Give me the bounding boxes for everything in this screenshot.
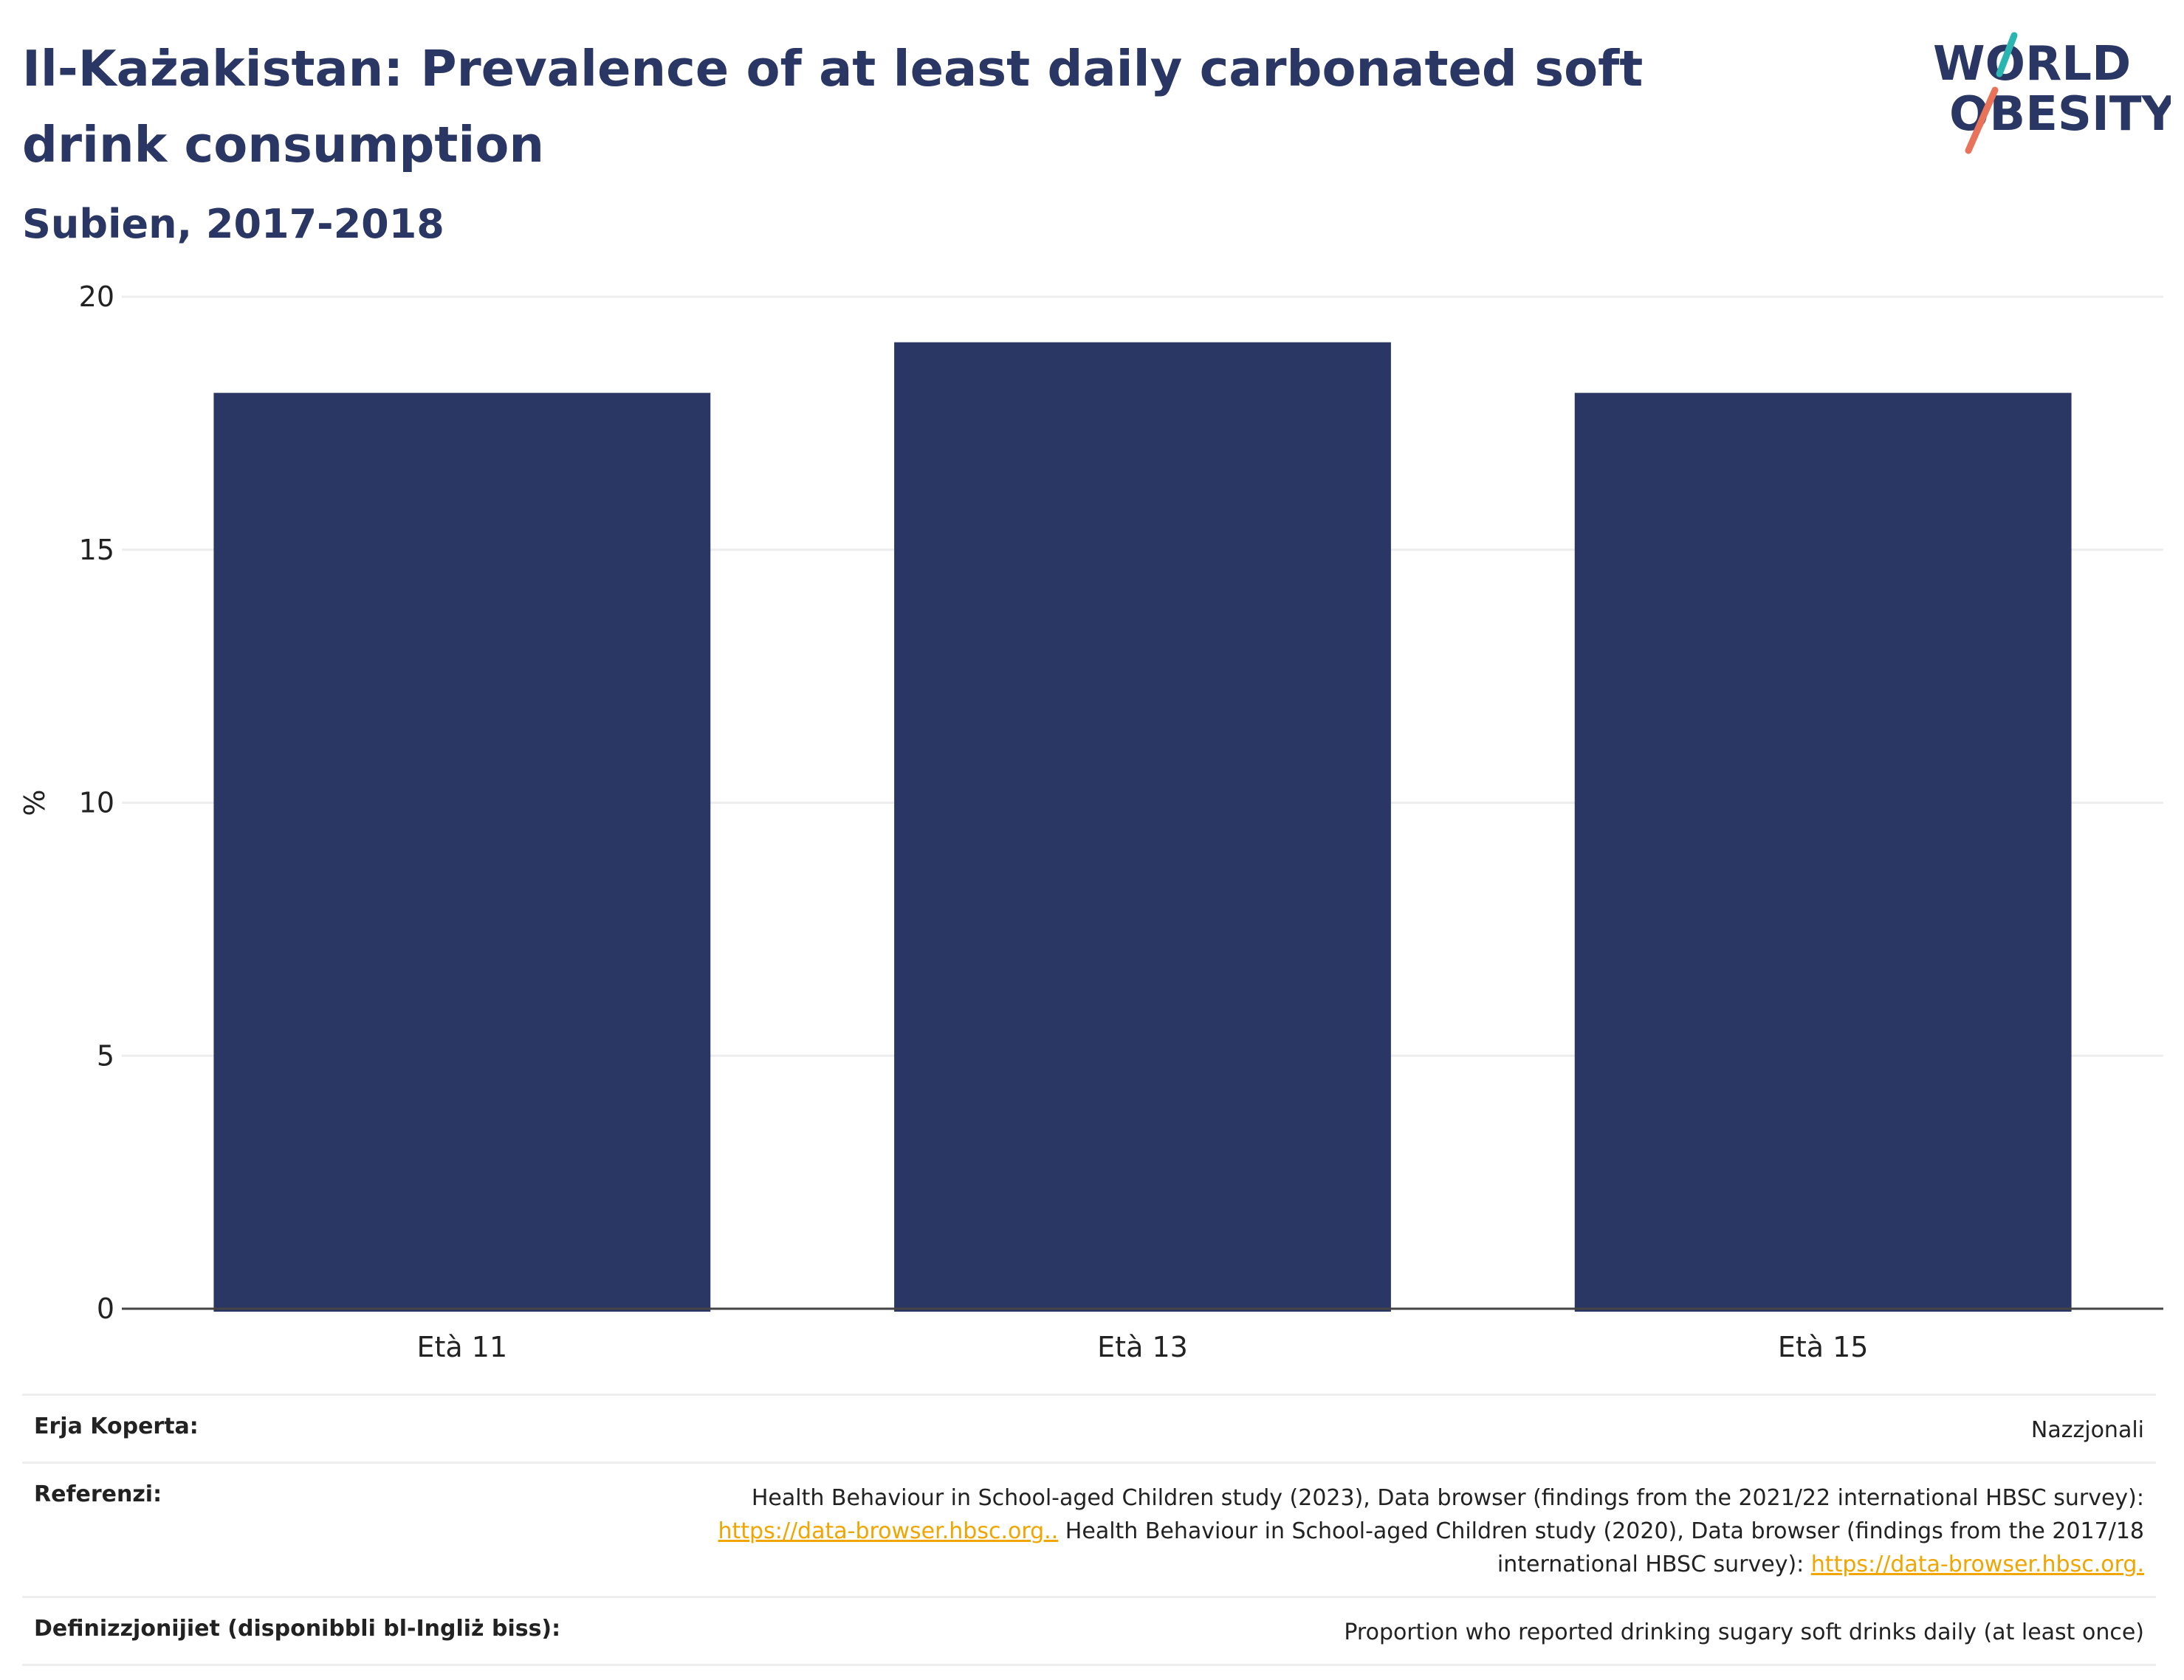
reference-link-1[interactable]: https://data-browser.hbsc.org.. bbox=[718, 1518, 1059, 1544]
y-axis-label: % bbox=[18, 789, 51, 816]
x-tick-label: Età 13 bbox=[1097, 1331, 1188, 1363]
logo-slash-top bbox=[1996, 32, 2018, 78]
references-row: Referenzi: Health Behaviour in School-ag… bbox=[22, 1462, 2156, 1596]
bar[interactable] bbox=[1574, 393, 2072, 1312]
chart-subtitle: Subien, 2017-2018 bbox=[22, 201, 444, 247]
y-tick-label: 5 bbox=[97, 1039, 114, 1072]
reference-text-2: Health Behaviour in School-aged Children… bbox=[1058, 1518, 2144, 1544]
y-tick-label: 20 bbox=[79, 280, 114, 313]
reference-text-1: Health Behaviour in School-aged Children… bbox=[751, 1485, 2144, 1511]
bar[interactable] bbox=[894, 342, 1391, 1312]
definitions-row: Definizzjonijiet (disponibbli bl-Ingliż … bbox=[22, 1596, 2156, 1666]
reference-text-3: international HBSC survey): bbox=[1497, 1552, 1811, 1577]
x-tick-label: Età 15 bbox=[1778, 1331, 1869, 1363]
chart-title: Il-Każakistan: Prevalence of at least da… bbox=[22, 40, 1644, 173]
coverage-value: Nazzjonali bbox=[2030, 1417, 2144, 1443]
y-tick-label: 10 bbox=[79, 787, 114, 819]
y-axis-ticks: 0 5 10 15 20 bbox=[79, 280, 114, 1325]
bar[interactable] bbox=[213, 393, 711, 1312]
logo-slash-bottom bbox=[1965, 86, 1999, 154]
metadata-table: Erja Koperta: Nazzjonali Referenzi: Heal… bbox=[22, 1394, 2156, 1666]
y-tick-label: 0 bbox=[97, 1292, 114, 1325]
bars bbox=[213, 342, 2072, 1312]
logo-word-1: WORLD bbox=[1933, 37, 2131, 92]
references-label: Referenzi: bbox=[34, 1481, 162, 1507]
coverage-label: Erja Koperta: bbox=[34, 1414, 199, 1439]
world-obesity-logo[interactable]: WORLD OBESITY bbox=[1920, 30, 2171, 162]
definitions-value: Proportion who reported drinking sugary … bbox=[1344, 1619, 2144, 1645]
coverage-row: Erja Koperta: Nazzjonali bbox=[22, 1394, 2156, 1462]
definitions-label: Definizzjonijiet (disponibbli bl-Ingliż … bbox=[34, 1616, 561, 1642]
y-tick-label: 15 bbox=[79, 534, 114, 566]
bar-chart: 0 5 10 15 20 Età 11 Età 13 Età 15 % bbox=[18, 280, 2163, 1363]
references-value: Health Behaviour in School-aged Children… bbox=[718, 1481, 2144, 1581]
x-axis-ticks: Età 11 Età 13 Età 15 bbox=[417, 1331, 1869, 1363]
x-tick-label: Età 11 bbox=[417, 1331, 508, 1363]
reference-link-2[interactable]: https://data-browser.hbsc.org. bbox=[1810, 1552, 2144, 1577]
